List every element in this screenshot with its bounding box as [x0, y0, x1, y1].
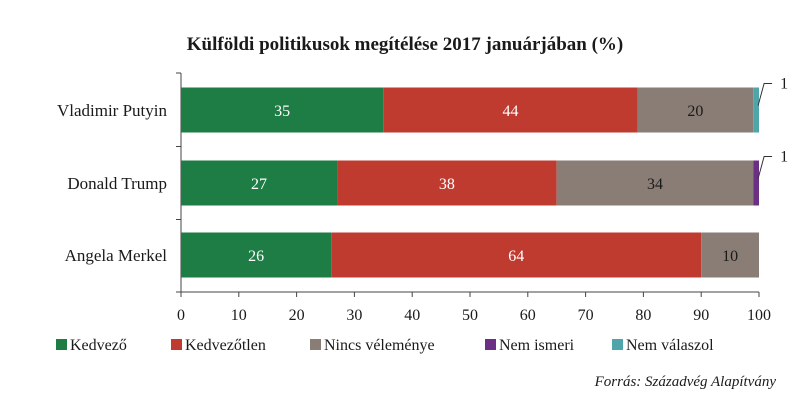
legend-swatch-nem-ismeri	[485, 339, 496, 350]
bar-label-donald-trump-kedvezotlen: 38	[439, 176, 455, 193]
callout-label-donald-trump: 1	[780, 149, 788, 166]
bar-angela-merkel-kedvezotlen	[331, 232, 702, 278]
bar-label-vladimir-putyin-kedvezotlen: 44	[502, 103, 518, 120]
x-tick-label-50: 50	[462, 307, 478, 324]
bar-donald-trump-kedvezotlen	[337, 160, 557, 206]
bar-donald-trump-nincs-velemenye	[556, 160, 754, 206]
bar-vladimir-putyin-kedvezotlen	[383, 87, 638, 133]
x-tick-label-20: 20	[289, 307, 305, 324]
legend-label-nem-ismeri: Nem ismeri	[499, 337, 575, 354]
chart-legend: Kedvező Kedvezőtlen Nincs véleménye Nem ism…	[56, 337, 714, 354]
x-tick-label-10: 10	[231, 307, 247, 324]
category-label-donald-trump: Donald Trump	[67, 174, 167, 193]
x-tick-label-40: 40	[404, 307, 420, 324]
category-label-vladimir-putyin: Vladimir Putyin	[57, 101, 168, 120]
callout-label-vladimir-putyin: 1	[780, 76, 788, 93]
legend-label-nem-valaszol: Nem válaszol	[626, 337, 714, 354]
bar-angela-merkel-nincs-velemenye	[701, 232, 759, 278]
chart-bars: 35 44 20 27 38 34 26 64 10	[181, 87, 759, 278]
bar-label-angela-merkel-nincs-velemenye: 10	[722, 248, 738, 265]
bar-angela-merkel-kedvezo	[181, 232, 332, 278]
category-labels: Vladimir Putyin Donald Trump Angela Merkel	[57, 101, 168, 265]
x-tick-label-70: 70	[578, 307, 594, 324]
bar-donald-trump-kedvezo	[181, 160, 338, 206]
legend-label-kedvezo: Kedvező	[70, 337, 127, 354]
bar-label-vladimir-putyin-nincs-velemenye: 20	[687, 103, 703, 120]
bar-donald-trump-nem-ismeri	[753, 160, 759, 206]
legend-label-nincs-velemenye: Nincs véleménye	[324, 337, 435, 354]
x-tick-label-90: 90	[693, 307, 709, 324]
x-tick-label-0: 0	[177, 307, 185, 324]
x-tick-label-30: 30	[346, 307, 362, 324]
x-tick-label-60: 60	[520, 307, 536, 324]
category-label-angela-merkel: Angela Merkel	[65, 246, 168, 265]
legend-swatch-nincs-velemenye	[310, 339, 321, 350]
callout-line-vladimir-putyin	[757, 83, 773, 106]
x-tick-label-80: 80	[635, 307, 651, 324]
bar-vladimir-putyin-kedvezo	[181, 87, 384, 133]
bar-vladimir-putyin-nem-valaszol	[753, 87, 759, 133]
legend-swatch-kedvezotlen	[171, 339, 182, 350]
bar-label-donald-trump-nincs-velemenye: 34	[647, 176, 663, 193]
source-note: Forrás: Századvég Alapítvány	[594, 374, 777, 390]
bar-label-angela-merkel-kedvezo: 26	[248, 248, 264, 265]
x-axis-ticks: 0 10 20 30 40 50 60 70 80 90 100	[177, 292, 771, 324]
x-tick-label-100: 100	[747, 307, 771, 324]
legend-swatch-kedvezo	[56, 339, 67, 350]
bar-vladimir-putyin-nincs-velemenye	[637, 87, 754, 133]
chart-title: Külföldi politikusok megítélése 2017 jan…	[187, 34, 624, 55]
bar-label-donald-trump-kedvezo: 27	[251, 176, 267, 193]
bar-label-angela-merkel-kedvezotlen: 64	[508, 248, 524, 265]
legend-swatch-nem-valaszol	[612, 339, 623, 350]
callout-line-donald-trump	[757, 156, 773, 179]
chart-callouts: 11	[757, 76, 788, 179]
legend-label-kedvezotlen: Kedvezőtlen	[185, 337, 266, 354]
bar-label-vladimir-putyin-kedvezo: 35	[274, 103, 290, 120]
